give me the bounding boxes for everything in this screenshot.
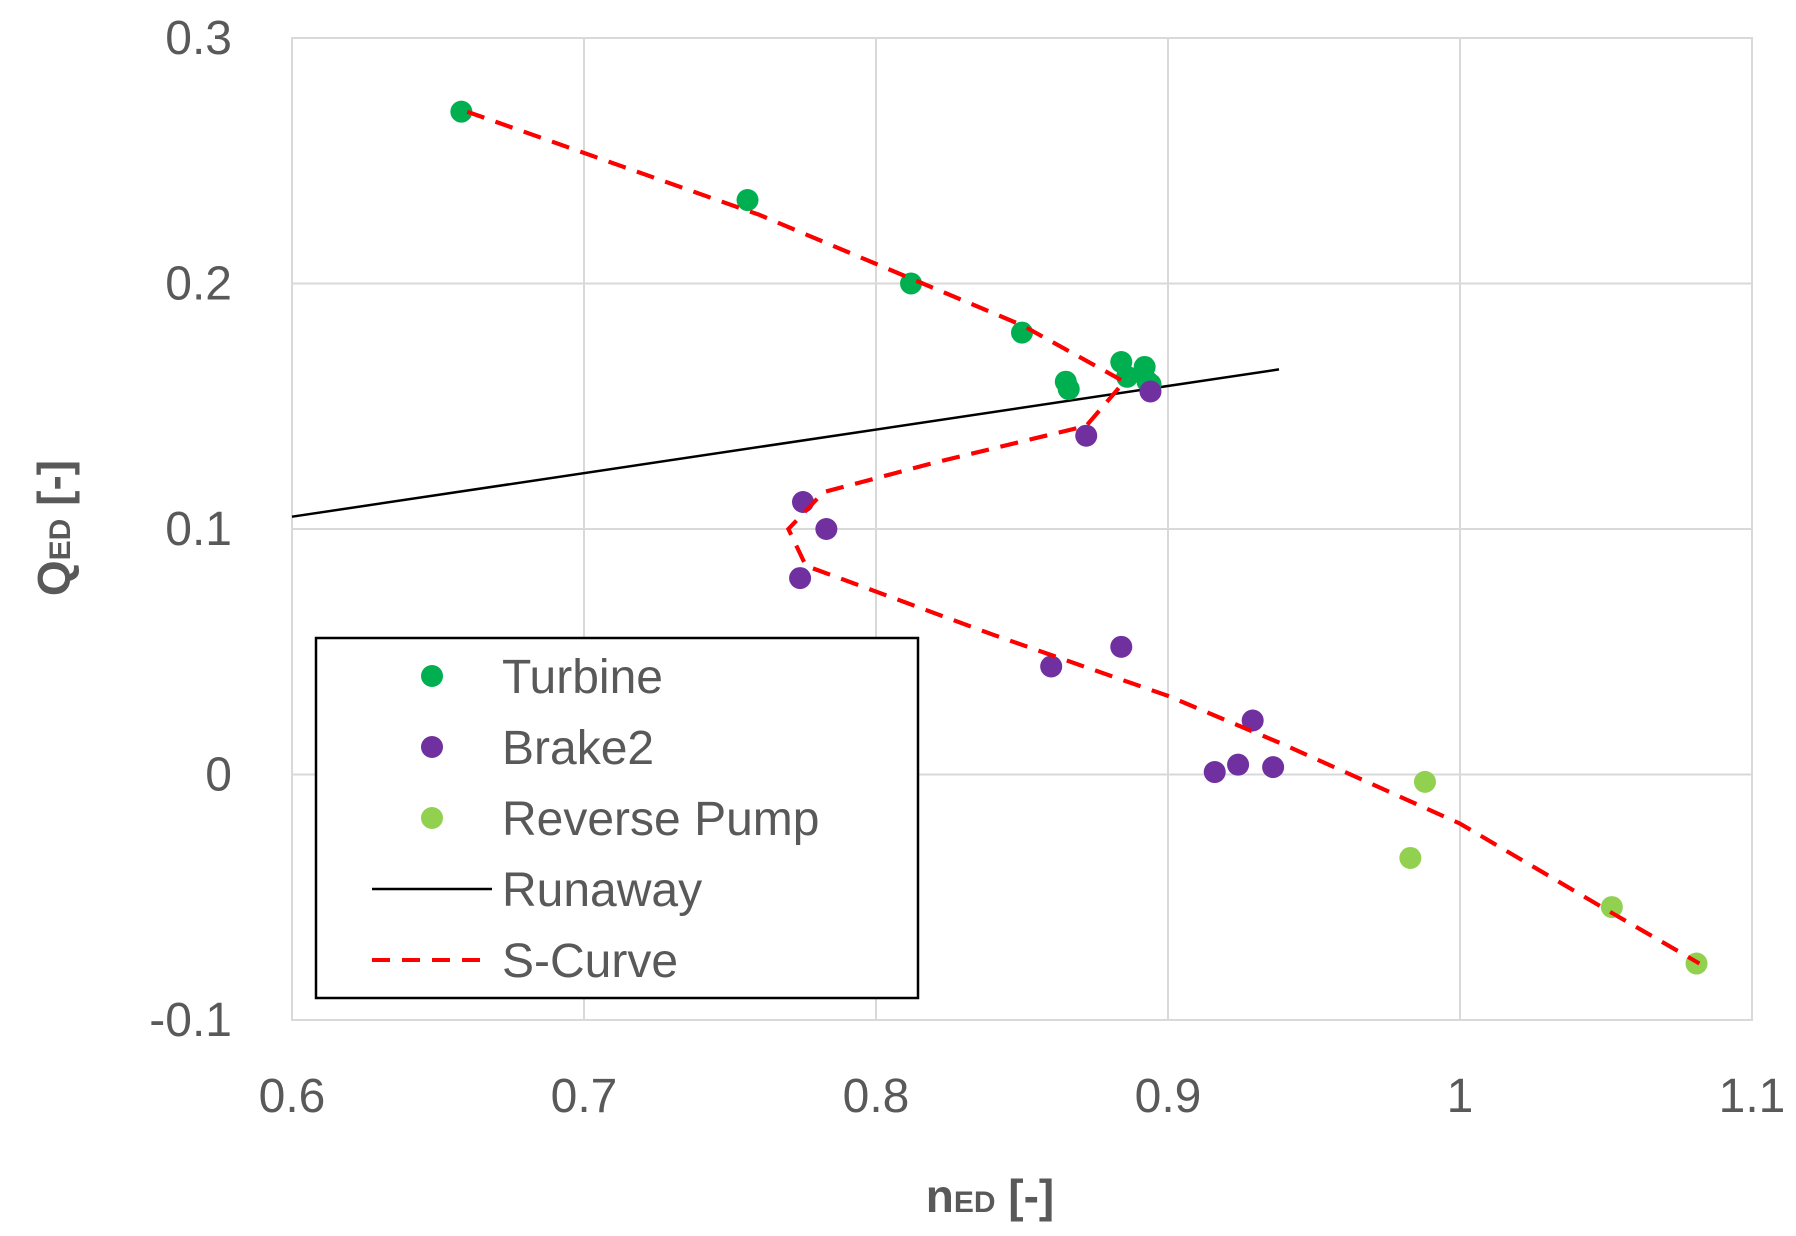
x-tick-label: 1.1 [1719,1070,1786,1123]
point-reverse-pump [1413,770,1436,793]
point-brake2 [1241,709,1264,732]
y-axis-title-sub: ED [44,519,77,561]
legend-marker-reverse-pump [421,807,443,829]
legend-label-s-curve: S-Curve [502,935,678,988]
x-tick-label: 0.9 [1135,1070,1202,1123]
y-tick-label: 0 [205,749,232,802]
y-tick-labels: -0.1 0 0.1 0.2 0.3 [149,12,232,1047]
point-brake2 [792,490,814,513]
point-brake2 [1075,424,1098,447]
x-tick-labels: 0.6 0.7 0.8 0.9 1 1.1 [259,1070,1786,1123]
series-line-runaway [291,368,1280,518]
legend-marker-turbine [421,665,443,687]
x-axis-title-sub: ED [954,1186,996,1219]
legend-box [314,636,920,1000]
point-brake2 [815,518,838,540]
plot-area-border [291,37,1753,1021]
legend-label-turbine: Turbine [502,651,663,704]
legend-label-reverse-pump: Reverse Pump [502,793,819,846]
y-tick-label: 0.1 [165,503,232,556]
x-axis-title: nED [-] [926,1170,1055,1222]
point-turbine [900,272,923,295]
x-tick-label: 0.7 [551,1070,618,1123]
legend-label-runaway: Runaway [502,864,702,917]
legend-label-brake2: Brake2 [502,722,654,775]
y-tick-label: 0.3 [165,12,232,65]
y-axis-title-main: Q [28,560,80,596]
y-tick-label: -0.1 [149,994,232,1047]
point-turbine [450,100,473,123]
x-tick-label: 0.8 [843,1070,910,1123]
point-brake2 [789,567,812,590]
legend: Turbine Brake2 Reverse Pump Runaway S-Curve [314,636,920,1000]
y-axis-title: QED [-] [28,460,80,596]
point-turbine [736,189,759,212]
point-brake2 [1227,753,1250,776]
point-brake2 [1110,635,1133,658]
x-axis-title-main: n [926,1170,954,1222]
y-tick-label: 0.2 [165,258,232,311]
point-brake2 [1139,380,1162,403]
series-layer [291,100,1708,975]
x-tick-label: 0.6 [259,1070,326,1123]
point-brake2 [1262,756,1285,779]
point-brake2 [1040,655,1063,678]
series-line-s-curve-overlay [466,109,1701,966]
point-turbine [1116,365,1139,388]
y-axis-title-unit: [-] [28,460,80,519]
point-turbine [1057,378,1080,401]
point-turbine [1011,321,1033,344]
point-reverse-pump [1600,896,1623,919]
point-reverse-pump [1399,846,1422,869]
x-axis-title-unit: [-] [996,1170,1055,1222]
x-tick-label: 1 [1447,1070,1474,1123]
point-brake2 [1203,761,1226,784]
legend-marker-brake2 [421,736,443,758]
